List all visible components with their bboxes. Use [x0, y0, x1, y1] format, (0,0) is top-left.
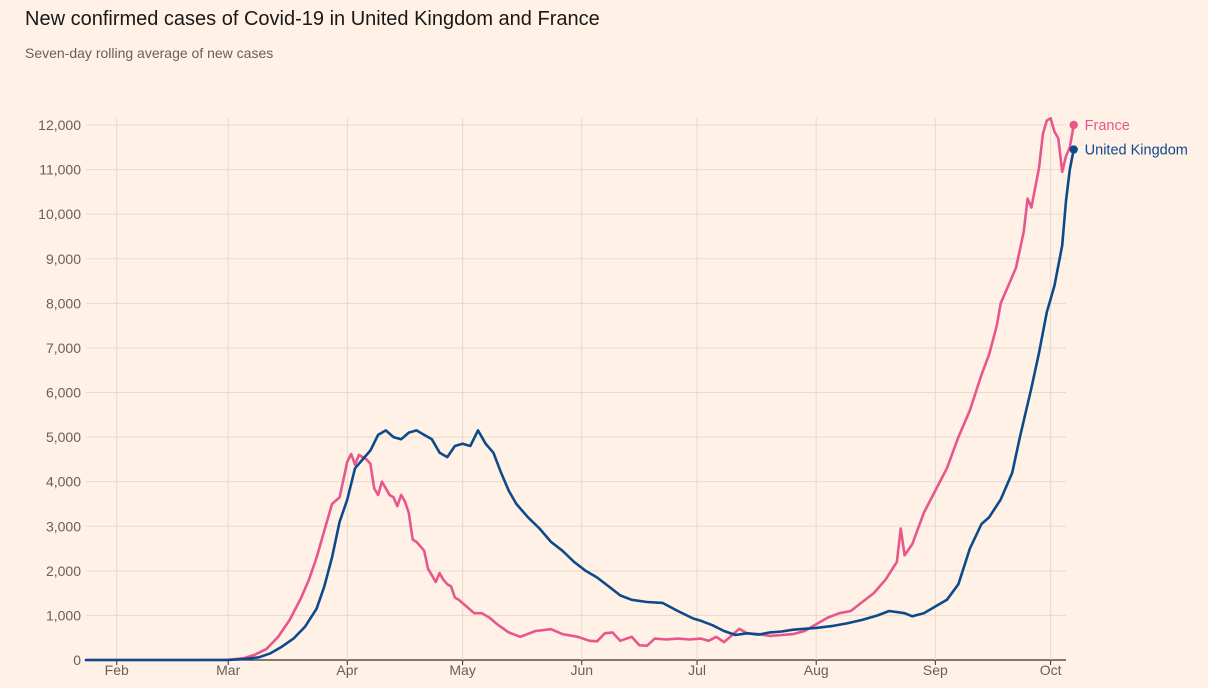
grid — [86, 118, 1066, 661]
series-line-france — [84, 117, 1075, 662]
x-tick-label: Oct — [1040, 662, 1062, 678]
y-tick-label: 11,000 — [39, 162, 81, 178]
series-line-united-kingdom — [84, 148, 1075, 662]
series-label-united-kingdom: United Kingdom — [1085, 143, 1188, 159]
x-tick-label: Aug — [804, 662, 829, 678]
legend: France United Kingdom — [1085, 118, 1188, 159]
series-label-france: France — [1085, 118, 1130, 134]
y-tick-label: 7,000 — [46, 340, 81, 356]
axes: 0 1,000 2,000 3,000 4,000 5,000 6,000 7,000 8,00… — [38, 117, 1061, 678]
y-tick-label: 2,000 — [46, 563, 81, 579]
x-tick-label: Mar — [216, 662, 240, 678]
x-tick-label: Jun — [570, 662, 593, 678]
x-tick-label: May — [449, 662, 475, 678]
y-tick-label: 6,000 — [46, 385, 81, 401]
y-tick-label: 3,000 — [46, 518, 81, 534]
y-tick-label: 5,000 — [46, 429, 81, 445]
x-tick-label: Apr — [336, 662, 358, 678]
y-tick-label: 8,000 — [46, 295, 81, 311]
y-tick-label: 12,000 — [38, 117, 81, 133]
series-end-marker-united-kingdom — [1069, 145, 1078, 154]
x-tick-label: Sep — [923, 662, 948, 678]
chart-subtitle: Seven-day rolling average of new cases — [25, 45, 274, 61]
series — [84, 117, 1078, 662]
x-tick-label: Feb — [105, 662, 129, 678]
series-end-marker-france — [1069, 120, 1078, 130]
y-tick-label: 9,000 — [46, 251, 81, 267]
y-tick-label: 1,000 — [46, 607, 81, 623]
chart-title: New confirmed cases of Covid-19 in Unite… — [25, 8, 600, 30]
y-tick-label: 10,000 — [38, 206, 81, 222]
y-tick-label: 4,000 — [46, 474, 81, 490]
x-tick-label: Jul — [688, 662, 706, 678]
y-tick-label: 0 — [73, 652, 81, 668]
